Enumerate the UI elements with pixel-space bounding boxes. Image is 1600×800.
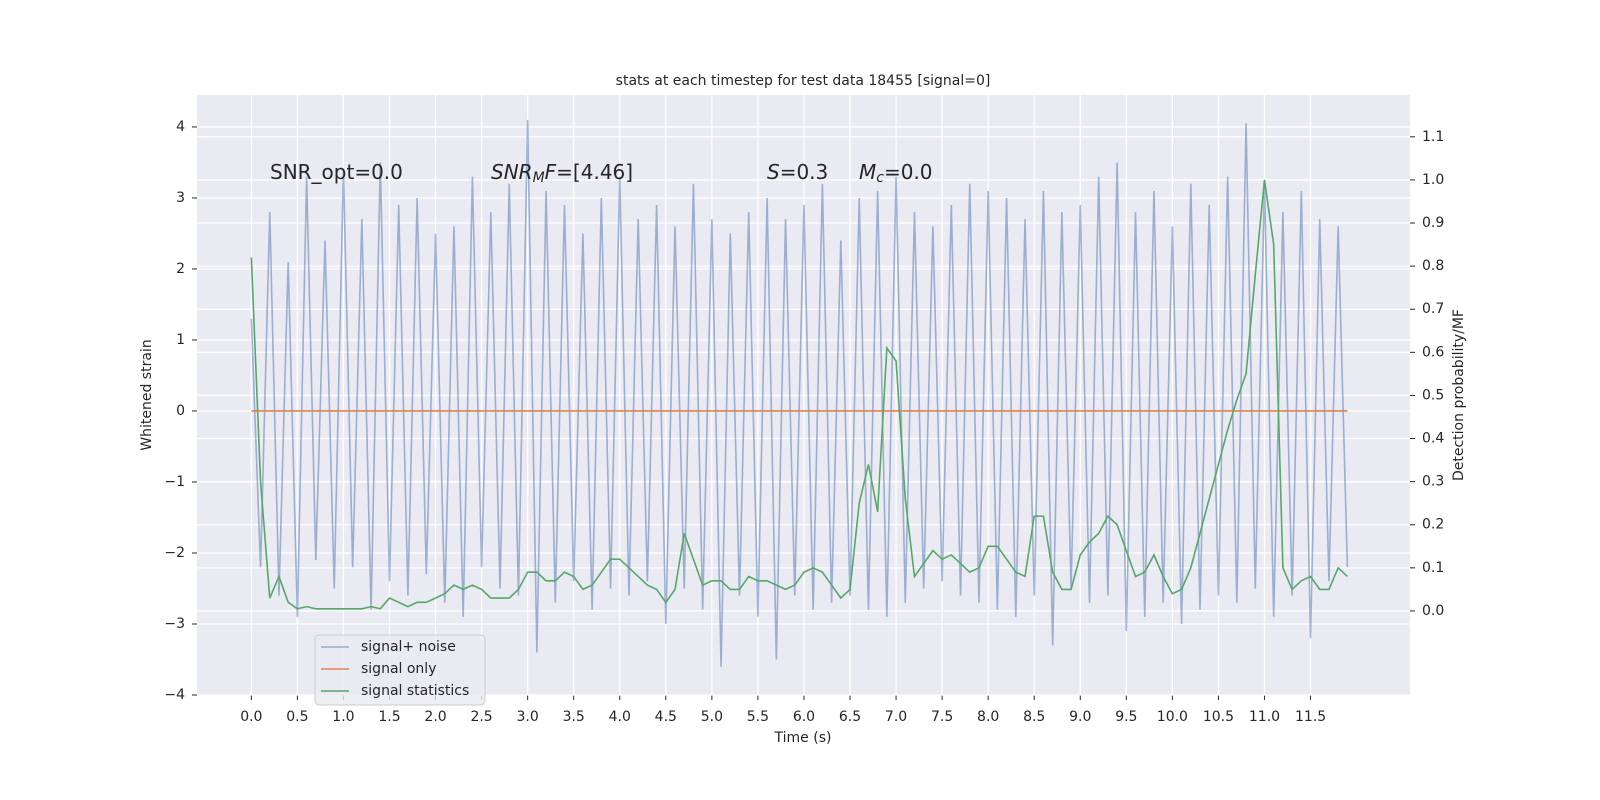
legend: signal+ noise signal only signal statistic… [314,634,486,706]
legend-label: signal+ noise [361,639,456,655]
x-tick-label: 6.0 [793,709,815,725]
chart-title: stats at each timestep for test data 184… [616,73,991,89]
annotation-part: S [767,160,780,184]
annotation: SNR_opt=0.0 [270,160,403,184]
y-tick-label: 4 [176,119,185,135]
x-tick-label: 10.5 [1203,709,1234,725]
x-tick-label: 4.0 [609,709,631,725]
y2-tick-label: 0.3 [1422,474,1444,490]
legend-box [314,634,486,706]
annotation: Mc=0.0 [859,160,933,187]
annotation-part: M [859,160,876,184]
lines [250,119,1349,667]
y2-tick-label: 1.1 [1422,129,1444,145]
x-tick-label: 3.0 [517,709,539,725]
y2-tick-label: 0.2 [1422,517,1444,533]
x-tick-label: 4.5 [655,709,677,725]
x-axis-label: Time (s) [774,730,832,746]
y2-tick-label: 0.4 [1422,431,1444,447]
x-tick-label: 9.0 [1069,709,1091,725]
y2-tick-label: 0.9 [1422,215,1444,231]
annotation: SNRMF=[4.46] [491,160,633,187]
annotation-part: M [533,170,545,186]
y-tick-label: 2 [176,261,185,277]
y-tick-label: 3 [176,190,185,206]
y2-tick-label: 0.8 [1422,258,1444,274]
annotation-part: F [545,160,557,184]
annotation-part: =0.3 [780,160,829,184]
y2-tick-label: 0.6 [1422,344,1444,360]
y-tick-label: −2 [164,545,185,561]
y-axis-label: Whitened strain [139,339,155,450]
annotation-part: SNR_opt=0.0 [270,160,403,184]
x-tick-label: 7.0 [885,709,907,725]
series-line [250,179,1348,610]
x-tick-label: 0.0 [240,709,262,725]
y2-tick-label: 0.5 [1422,387,1444,403]
x-tick-label: 5.5 [747,709,769,725]
series-line [250,119,1349,667]
legend-label: signal only [361,661,436,677]
annotation-part: SNR [491,160,533,184]
grid: 0.0 0.5 1.0 1.5 2.0 2.5 3.0 3.5 4.0 4.5 5.0 5.5 6.0 6… [164,95,1444,725]
legend-label: signal statistics [361,683,469,699]
x-tick-label: 8.5 [1023,709,1045,725]
annotation-part: =[4.46] [556,160,633,184]
annotation: S=0.3 [767,160,828,184]
x-tick-label: 1.5 [378,709,400,725]
x-tick-label: 6.5 [839,709,861,725]
x-tick-label: 5.0 [701,709,723,725]
annotations: SNR_opt=0.0 SNRMF=[4.46] S=0.3 Mc=0.0 [270,160,933,187]
x-tick-label: 7.5 [931,709,953,725]
y-tick-label: 0 [176,403,185,419]
x-tick-label: 11.0 [1249,709,1280,725]
x-tick-label: 1.0 [332,709,354,725]
y-tick-label: −1 [164,474,185,490]
x-tick-label: 2.5 [470,709,492,725]
y2-tick-label: 0.0 [1422,603,1444,619]
x-tick-label: 8.0 [977,709,999,725]
y2-tick-label: 0.1 [1422,560,1444,576]
y2-tick-label: 1.0 [1422,172,1444,188]
x-tick-label: 10.0 [1157,709,1188,725]
x-tick-label: 3.5 [563,709,585,725]
x-tick-label: 11.5 [1295,709,1326,725]
y2-tick-label: 0.7 [1422,301,1444,317]
x-tick-label: 0.5 [286,709,308,725]
y-tick-label: −4 [164,687,185,703]
y2-axis-label: Detection probability/MF [1451,309,1467,481]
annotation-part: c [876,170,884,186]
y-tick-label: −3 [164,616,185,632]
annotation-part: =0.0 [884,160,933,184]
x-tick-label: 9.5 [1115,709,1137,725]
y-tick-label: 1 [176,332,185,348]
x-tick-label: 2.0 [424,709,446,725]
